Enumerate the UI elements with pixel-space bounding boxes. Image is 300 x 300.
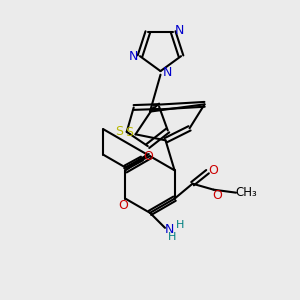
Text: N: N [165, 223, 174, 236]
Text: O: O [212, 189, 222, 202]
Text: N: N [162, 66, 172, 79]
Text: CH₃: CH₃ [236, 186, 257, 199]
Text: O: O [143, 151, 153, 164]
Text: H: H [176, 220, 184, 230]
Text: H: H [167, 232, 176, 242]
Text: S: S [115, 125, 123, 138]
Text: O: O [118, 199, 128, 212]
Text: N: N [175, 24, 184, 37]
Text: O: O [208, 164, 218, 177]
Text: S: S [125, 126, 133, 139]
Text: N: N [129, 50, 138, 63]
